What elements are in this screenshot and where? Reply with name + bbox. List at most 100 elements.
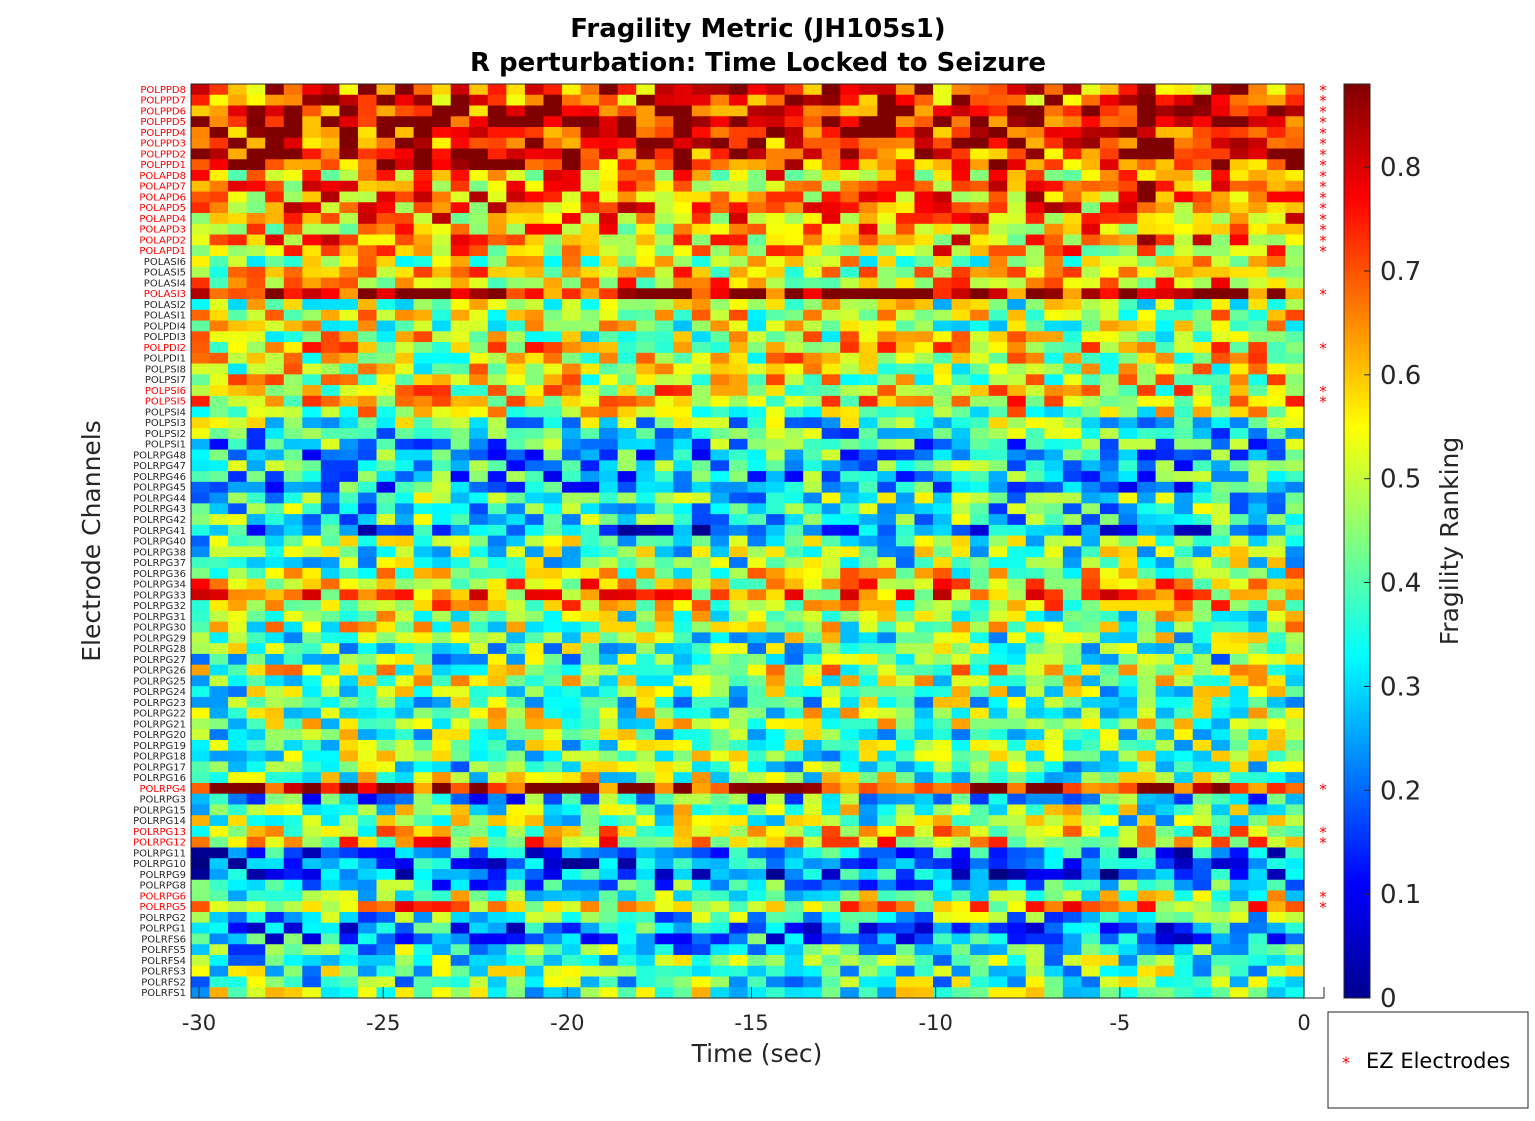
heatmap-cell [506,524,526,537]
heatmap-cell [1062,352,1082,365]
heatmap-cell [636,524,656,537]
heatmap-cell [1137,116,1157,128]
heatmap-cell [432,901,452,913]
heatmap-cell [951,729,971,741]
heatmap-cell [265,589,285,601]
heatmap-cell [914,299,934,311]
heatmap-cell [877,793,897,806]
heatmap-cell [840,94,860,107]
heatmap-cell [1266,825,1287,838]
heatmap-cell [951,610,971,623]
heatmap-cell [357,503,378,515]
heatmap-cell [673,686,693,698]
heatmap-cell [1285,944,1305,956]
heatmap-cell [933,535,953,547]
heatmap-cell [1081,847,1101,859]
heatmap-cell [1099,686,1120,698]
heatmap-cell [320,782,340,795]
heatmap-cell [988,309,1008,322]
heatmap-cell [450,890,470,902]
heatmap-cell [339,342,359,354]
heatmap-cell [988,84,1008,96]
heatmap-cell [1099,815,1120,827]
heatmap-cell [1062,438,1082,451]
heatmap-cell [1266,911,1287,924]
heatmap-cell [691,105,711,117]
heatmap-cell [766,159,786,171]
heatmap-cell [728,782,749,795]
heatmap-cell [766,535,786,547]
heatmap-cell [654,815,674,827]
heatmap-cell [1211,256,1231,268]
heatmap-cell [1007,825,1027,838]
heatmap-cell [803,277,823,289]
heatmap-cell [395,793,415,806]
heatmap-cell [1229,944,1249,956]
heatmap-cell [1211,309,1231,322]
heatmap-cell [1025,643,1045,655]
heatmap-cell [320,567,340,580]
heatmap-cell [265,331,285,343]
heatmap-cell [1192,127,1212,139]
heatmap-cell [914,901,934,913]
heatmap-cell [524,535,545,547]
heatmap-cell [784,449,804,461]
heatmap-cell [933,707,953,720]
heatmap-cell [728,127,749,139]
heatmap-cell [1229,621,1249,633]
heatmap-cell [840,933,860,945]
heatmap-cell [432,288,452,300]
heatmap-cell [191,535,211,547]
heatmap-cell [1192,621,1212,633]
heatmap-cell [506,557,526,569]
heatmap-cell [506,664,526,677]
heatmap-cell [1248,868,1268,881]
heatmap-cell [803,675,823,687]
heatmap-cell [821,277,841,289]
heatmap-cell [283,911,303,924]
heatmap-cell [376,137,396,150]
heatmap-cell [728,395,749,408]
heatmap-cell [339,137,359,150]
heatmap-cell [691,266,711,279]
heatmap-cell [933,567,953,580]
heatmap-cell [933,632,953,644]
heatmap-cell [914,815,934,827]
heatmap-cell [1211,524,1231,537]
heatmap-cell [265,858,285,870]
heatmap-cell [1174,105,1194,117]
heatmap-cell [246,836,266,849]
heatmap-cell [617,686,637,698]
heatmap-cell [506,449,526,461]
heatmap-cell [1062,288,1082,300]
heatmap-cell [339,772,359,784]
heatmap-cell [1174,578,1194,590]
heatmap-cell [1266,363,1287,375]
heatmap-cell [599,320,619,332]
heatmap-cell [1248,105,1268,117]
heatmap-cell [654,363,674,375]
heatmap-cell [617,524,637,537]
heatmap-cell [450,309,470,322]
heatmap-cell [895,922,916,935]
heatmap-cell [246,191,266,203]
heatmap-cell [821,352,841,365]
heatmap-cell [1174,718,1194,730]
heatmap-cell [487,492,507,504]
heatmap-cell [246,438,266,451]
heatmap-cell [1081,105,1101,117]
heatmap-cell [914,718,934,730]
heatmap-cell [1025,782,1045,795]
heatmap-cell [228,116,248,128]
heatmap-cell [357,933,378,945]
heatmap-cell [357,428,378,440]
heatmap-cell [636,406,656,418]
heatmap-cell [728,417,749,429]
heatmap-cell [1174,223,1194,236]
heatmap-cell [710,750,730,763]
heatmap-cell [970,288,990,300]
heatmap-cell [580,729,600,741]
heatmap-cell [691,277,711,289]
heatmap-cell [357,514,378,526]
heatmap-cell [728,213,749,225]
